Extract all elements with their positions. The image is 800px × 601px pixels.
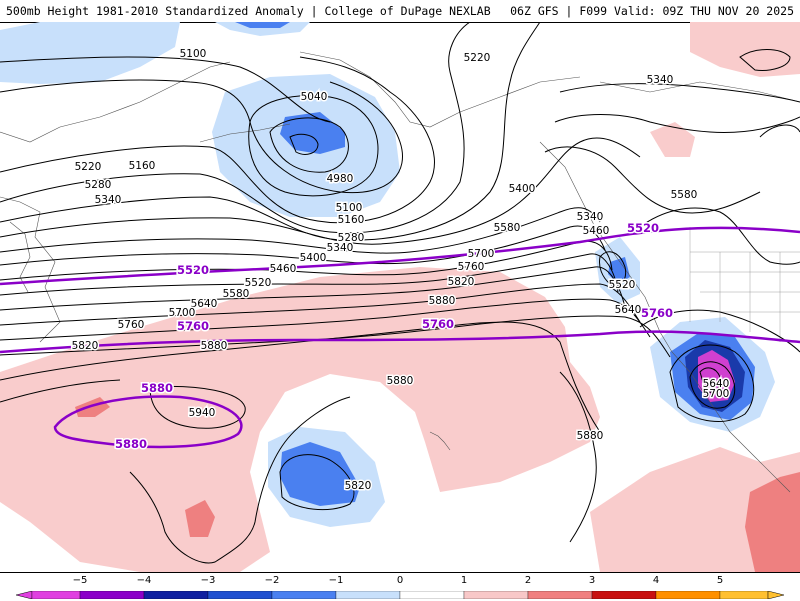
contour-label: 5220 <box>464 52 491 64</box>
contour-label: 5880 <box>429 295 456 307</box>
contour-label: 5700 <box>468 248 495 260</box>
contour-label: 5880 <box>577 430 604 442</box>
neg-anomaly-central-pacific-core <box>280 442 360 506</box>
legend-tick: −5 <box>72 575 88 586</box>
legend-arrow-right <box>767 591 784 599</box>
bold-contour-label: 5760 <box>422 317 454 331</box>
canada-interior <box>599 81 800 103</box>
contour-label: 5940 <box>189 407 216 419</box>
contour-label: 5220 <box>75 161 102 173</box>
contour-label: 5880 <box>201 340 228 352</box>
contour-5520 <box>0 226 800 286</box>
neg-anomaly-southwest-us-extreme <box>698 350 735 402</box>
contour-label: 5280 <box>85 179 112 191</box>
legend-arrow-left <box>16 591 33 599</box>
contour-label: 5820 <box>448 276 475 288</box>
contour-label: 5160 <box>338 214 365 226</box>
bold-contour-label: 5880 <box>115 437 147 451</box>
legend-tick: −2 <box>264 575 280 586</box>
bold-contour-label: 5760 <box>641 306 673 320</box>
pos-anomaly-northeast <box>690 22 800 77</box>
model-run-info: 06Z GFS | F099 Valid: 09Z THU NOV 20 202… <box>510 4 794 18</box>
contour-label: 5340 <box>647 74 674 86</box>
legend-tick: −3 <box>200 575 216 586</box>
bold-contour-label: 5520 <box>177 263 209 277</box>
contour-label: 4980 <box>327 173 354 185</box>
legend-tick: 5 <box>716 575 724 586</box>
pos-anomaly-subtropical-ridge <box>0 267 600 572</box>
contour-label: 5700 <box>703 388 730 400</box>
contour-label: 5640 <box>703 378 730 390</box>
contour-label: 5340 <box>95 194 122 206</box>
positive-anomaly-shading <box>0 22 800 572</box>
anomaly-map: 5100 5040 4980 5160 5220 5280 5340 5100 … <box>0 22 800 572</box>
alaska-coast <box>299 51 581 128</box>
contour-label: 5760 <box>118 319 145 331</box>
bold-contour-labels: 5520 5520 5760 5760 5760 5880 5880 <box>113 220 674 453</box>
contour-label: 5100 <box>180 48 207 60</box>
contour-labels: 5100 5040 4980 5160 5220 5280 5340 5100 … <box>70 47 731 494</box>
contour-label: 5820 <box>345 480 372 492</box>
legend-colorbar <box>16 591 784 599</box>
contour-5760 <box>0 330 800 354</box>
contour-label: 5280 <box>338 232 365 244</box>
map-header: 500mb Height 1981-2010 Standardized Anom… <box>0 0 800 23</box>
neg-anomaly-coastal-trough-core <box>608 257 630 284</box>
neg-anomaly-top <box>215 22 310 36</box>
contour-label: 5160 <box>129 160 156 172</box>
contour-label: 5100 <box>336 202 363 214</box>
contour-label: 5460 <box>583 225 610 237</box>
bold-height-contours <box>0 226 800 449</box>
neg-anomaly-northwest <box>0 22 180 84</box>
legend-tick: 2 <box>524 575 532 586</box>
contour-label: 5640 <box>615 304 642 316</box>
map-title: 500mb Height 1981-2010 Standardized Anom… <box>6 4 491 18</box>
contour-label: 5460 <box>270 263 297 275</box>
political-borders <box>689 227 800 342</box>
pos-anomaly-southeast-pacific <box>590 447 800 572</box>
contour-label: 5520 <box>245 277 272 289</box>
pos-anomaly-canada-small <box>650 122 695 157</box>
contour-5880 <box>53 395 243 449</box>
contour-label: 5340 <box>327 242 354 254</box>
contour-label: 5400 <box>300 252 327 264</box>
contour-label: 5040 <box>301 91 328 103</box>
contour-label: 5520 <box>609 279 636 291</box>
neg-anomaly-gulf-core <box>280 112 345 154</box>
bold-contour-label: 5760 <box>177 319 209 333</box>
anomaly-legend: −5 −4 −3 −2 −1 0 1 2 3 4 5 <box>0 572 800 601</box>
pos-anomaly-ridge-core-south <box>185 500 215 537</box>
contour-label: 5640 <box>191 298 218 310</box>
legend-tick: 1 <box>460 575 468 586</box>
legend-tick: 3 <box>588 575 596 586</box>
pos-anomaly-southeast-core <box>745 472 800 572</box>
contour-label: 5400 <box>509 183 536 195</box>
legend-tick: 0 <box>396 575 404 586</box>
legend-tick: 4 <box>652 575 660 586</box>
legend-tick: −4 <box>136 575 152 586</box>
asia-coast <box>0 61 231 343</box>
contour-label: 5580 <box>223 288 250 300</box>
bold-contour-label: 5520 <box>627 221 659 235</box>
contour-label: 5700 <box>169 307 196 319</box>
bold-contour-label: 5880 <box>141 381 173 395</box>
legend-tick: −1 <box>328 575 344 586</box>
hawaii <box>429 431 451 451</box>
contour-label: 5880 <box>387 375 414 387</box>
neg-anomaly-top-core <box>235 22 290 28</box>
contour-label: 5340 <box>577 211 604 223</box>
contour-label: 5820 <box>72 340 99 352</box>
contour-label: 5580 <box>671 189 698 201</box>
contour-label: 5580 <box>494 222 521 234</box>
contour-label: 5760 <box>458 261 485 273</box>
height-contours <box>0 22 800 564</box>
negative-anomaly-shading <box>0 22 775 527</box>
